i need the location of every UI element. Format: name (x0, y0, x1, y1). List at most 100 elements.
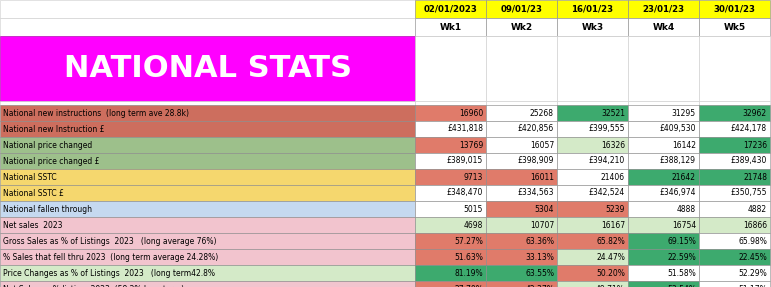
Bar (628, 265, 699, 281)
Text: NATIONAL STATS: NATIONAL STATS (63, 54, 352, 83)
Bar (486, 185, 557, 201)
Bar (628, 185, 699, 201)
Text: 53.54%: 53.54% (667, 284, 696, 287)
Bar (699, 137, 770, 153)
Text: Net sales  2023: Net sales 2023 (3, 220, 62, 230)
Text: Net Sales as % listing  2023  (58.2% long term): Net Sales as % listing 2023 (58.2% long … (3, 284, 184, 287)
Bar (415, 281, 486, 287)
Text: 09/01/23: 09/01/23 (500, 5, 543, 13)
Bar (0, 153, 415, 169)
Text: 33.13%: 33.13% (525, 253, 554, 261)
Bar (557, 101, 628, 105)
Text: 02/01/2023: 02/01/2023 (423, 5, 477, 13)
Text: National SSTC £: National SSTC £ (3, 189, 64, 197)
Text: 21406: 21406 (601, 172, 625, 181)
Text: National new instructions  (long term ave 28.8k): National new instructions (long term ave… (3, 108, 189, 117)
Bar (415, 233, 486, 249)
Text: £398,909: £398,909 (517, 156, 554, 166)
Text: 69.15%: 69.15% (667, 236, 696, 245)
Bar (628, 105, 699, 121)
Bar (415, 36, 486, 101)
Text: 31295: 31295 (672, 108, 696, 117)
Text: 16011: 16011 (530, 172, 554, 181)
Bar (486, 233, 557, 249)
Text: 23/01/23: 23/01/23 (642, 5, 685, 13)
Bar (486, 201, 557, 217)
Bar (699, 101, 770, 105)
Text: National price changed: National price changed (3, 141, 93, 150)
Text: Price Changes as % of Listings  2023   (long term42.8%: Price Changes as % of Listings 2023 (lon… (3, 269, 215, 278)
Bar (0, 0, 415, 18)
Text: 21748: 21748 (743, 172, 767, 181)
Text: 32521: 32521 (601, 108, 625, 117)
Text: 50.20%: 50.20% (596, 269, 625, 278)
Bar (557, 201, 628, 217)
Bar (699, 105, 770, 121)
Bar (0, 233, 415, 249)
Bar (628, 153, 699, 169)
Bar (415, 201, 486, 217)
Bar (0, 217, 415, 233)
Text: Wk4: Wk4 (652, 22, 675, 32)
Bar (699, 217, 770, 233)
Text: 65.98%: 65.98% (738, 236, 767, 245)
Text: National fallen through: National fallen through (3, 205, 92, 214)
Text: £420,856: £420,856 (518, 125, 554, 133)
Text: £431,818: £431,818 (447, 125, 483, 133)
Bar (628, 137, 699, 153)
Bar (557, 153, 628, 169)
Bar (415, 101, 486, 105)
Text: Wk3: Wk3 (581, 22, 604, 32)
Text: 27.70%: 27.70% (454, 284, 483, 287)
Bar (699, 121, 770, 137)
Bar (486, 36, 557, 101)
Bar (486, 18, 557, 36)
Text: Wk5: Wk5 (723, 22, 746, 32)
Bar (486, 0, 557, 18)
Text: 5239: 5239 (606, 205, 625, 214)
Text: 5015: 5015 (463, 205, 483, 214)
Bar (0, 201, 415, 217)
Text: £424,178: £424,178 (731, 125, 767, 133)
Bar (557, 137, 628, 153)
Text: National price changed £: National price changed £ (3, 156, 99, 166)
Text: 22.59%: 22.59% (667, 253, 696, 261)
Text: 16960: 16960 (459, 108, 483, 117)
Text: National new Instruction £: National new Instruction £ (3, 125, 105, 133)
Text: 9713: 9713 (463, 172, 483, 181)
Text: £346,974: £346,974 (659, 189, 696, 197)
Bar (0, 185, 415, 201)
Bar (415, 105, 486, 121)
Text: 16/01/23: 16/01/23 (571, 5, 614, 13)
Text: 65.82%: 65.82% (596, 236, 625, 245)
Bar (628, 233, 699, 249)
Text: 4888: 4888 (677, 205, 696, 214)
Bar (628, 281, 699, 287)
Bar (557, 0, 628, 18)
Bar (486, 137, 557, 153)
Bar (557, 121, 628, 137)
Text: 49.71%: 49.71% (596, 284, 625, 287)
Bar (557, 36, 628, 101)
Text: Wk1: Wk1 (439, 22, 462, 32)
Bar (0, 105, 415, 121)
Bar (557, 265, 628, 281)
Bar (699, 169, 770, 185)
Bar (699, 265, 770, 281)
Bar (0, 36, 415, 101)
Bar (557, 185, 628, 201)
Bar (415, 121, 486, 137)
Text: 51.58%: 51.58% (667, 269, 696, 278)
Bar (0, 265, 415, 281)
Text: 16866: 16866 (743, 220, 767, 230)
Bar (486, 281, 557, 287)
Bar (486, 105, 557, 121)
Text: 52.29%: 52.29% (739, 269, 767, 278)
Text: 42.37%: 42.37% (525, 284, 554, 287)
Bar (557, 249, 628, 265)
Bar (415, 185, 486, 201)
Bar (486, 153, 557, 169)
Bar (415, 217, 486, 233)
Bar (628, 121, 699, 137)
Bar (628, 36, 699, 101)
